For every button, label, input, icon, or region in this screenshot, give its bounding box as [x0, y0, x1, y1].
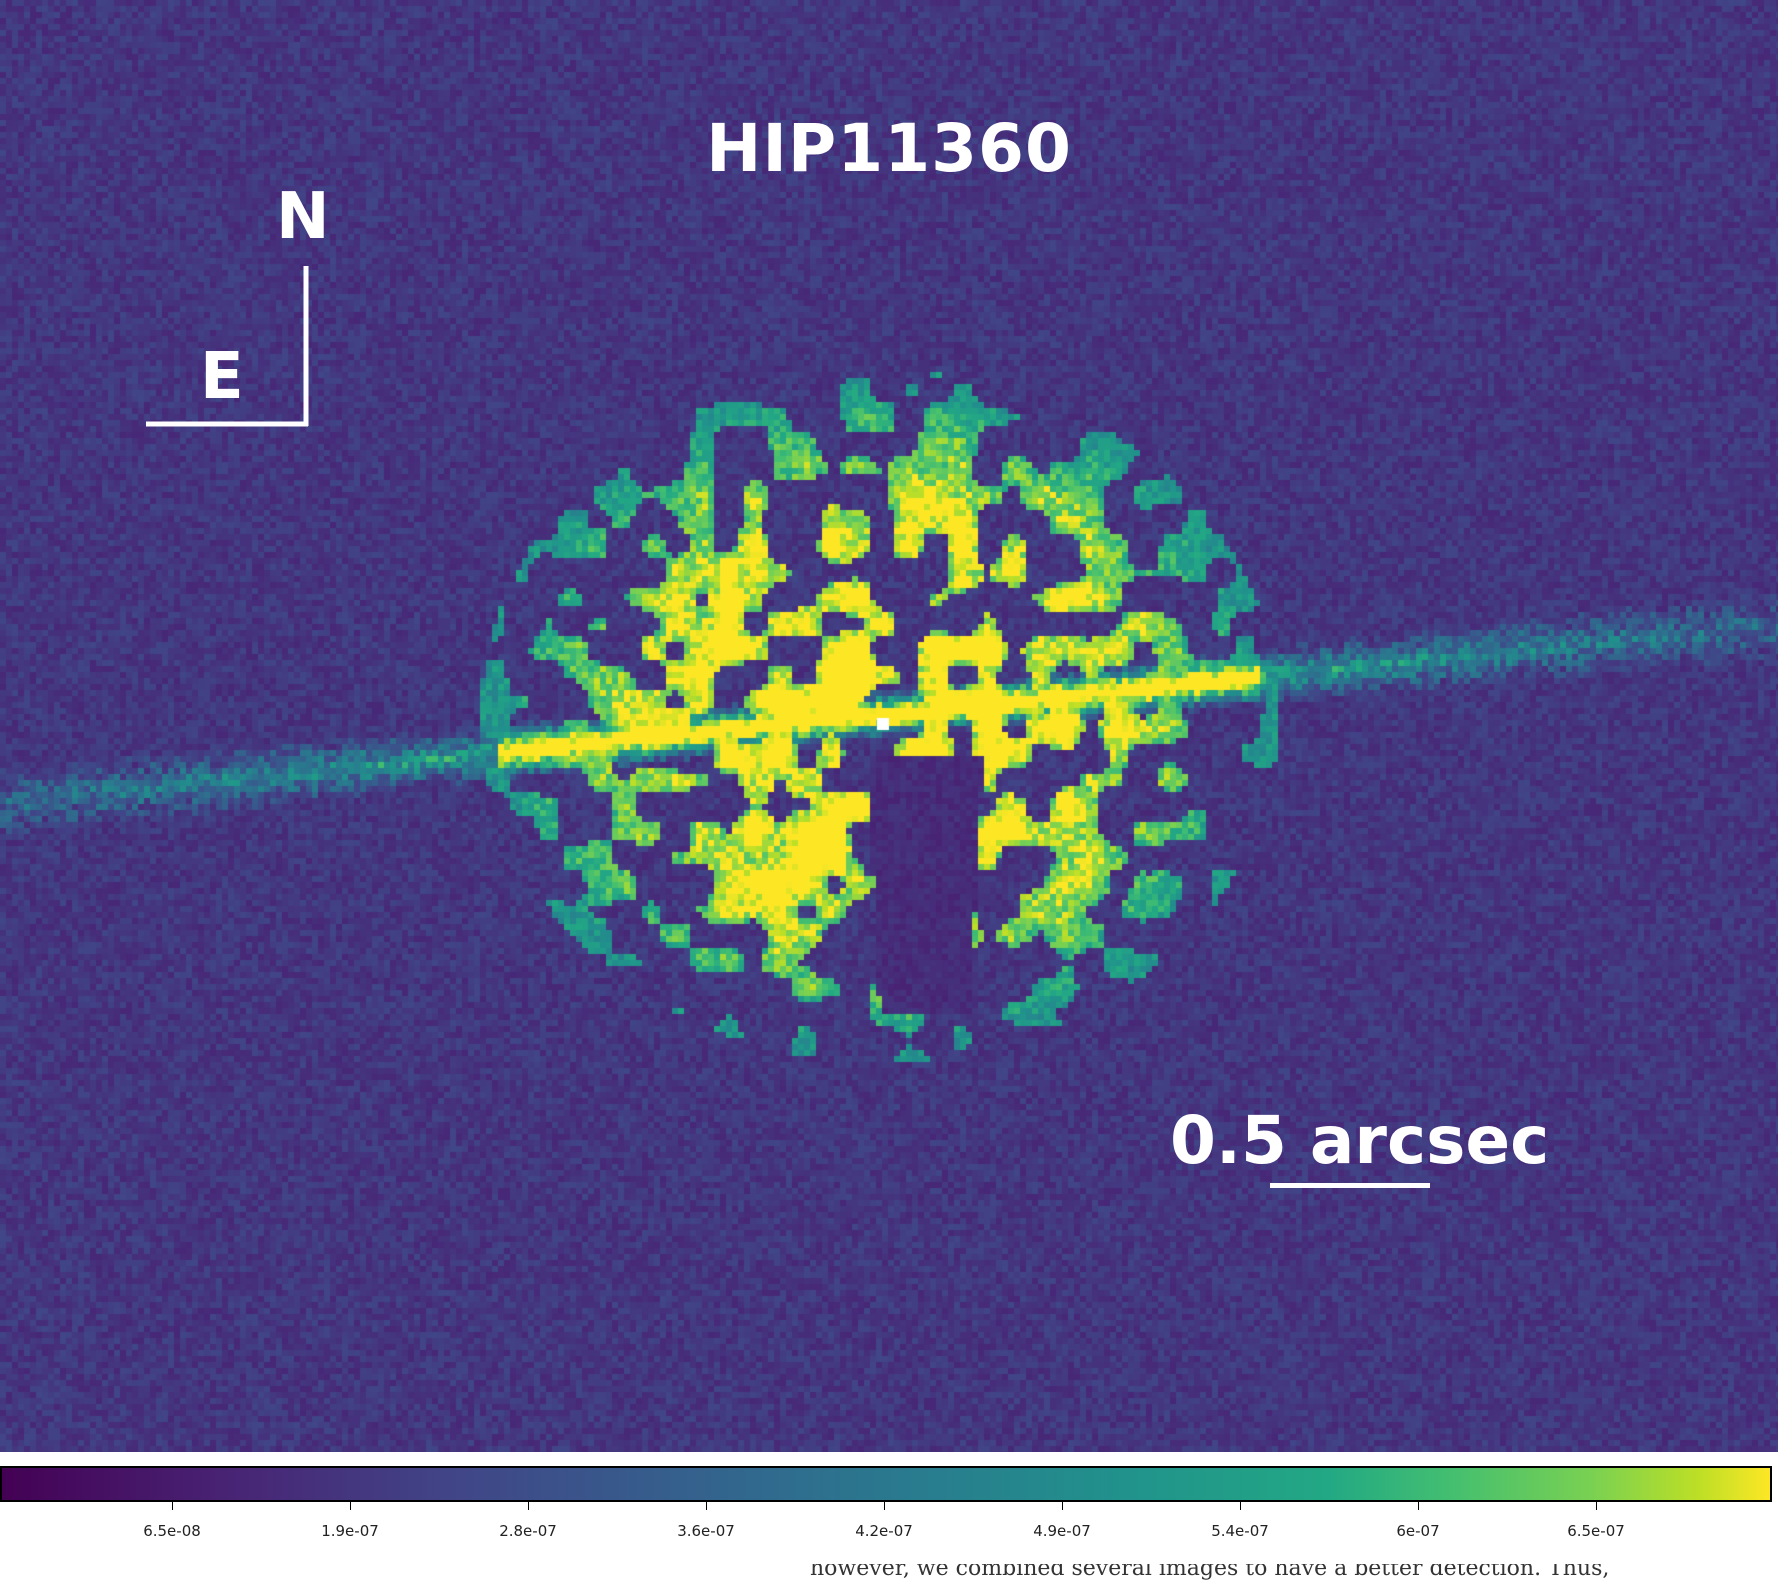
target-title: HIP11360	[706, 110, 1072, 187]
colorbar-tick-label: 1.9e-07	[321, 1522, 379, 1540]
north-label: N	[276, 180, 330, 254]
colorbar-tick-label: 6.5e-08	[143, 1522, 201, 1540]
colorbar-gradient	[2, 1468, 1770, 1500]
colorbar-tick	[350, 1502, 351, 1510]
colorbar-tick	[528, 1502, 529, 1510]
compass-icon	[146, 266, 309, 427]
colorbar-tick	[1240, 1502, 1241, 1510]
disk-image-panel: HIP11360 N E 0.5 arcsec	[0, 0, 1778, 1458]
colorbar	[0, 1466, 1772, 1502]
colorbar-tick-label: 5.4e-07	[1211, 1522, 1269, 1540]
east-label: E	[200, 340, 244, 414]
colorbar-axis: 6.5e-08 1.9e-07 2.8e-07 3.6e-07 4.2e-07 …	[0, 1502, 1778, 1562]
colorbar-tick	[884, 1502, 885, 1510]
colorbar-tick	[172, 1502, 173, 1510]
colorbar-tick	[1596, 1502, 1597, 1510]
colorbar-tick-label: 6.5e-07	[1567, 1522, 1625, 1540]
colorbar-tick	[1062, 1502, 1063, 1510]
colorbar-tick	[1418, 1502, 1419, 1510]
colorbar-tick-label: 4.9e-07	[1033, 1522, 1091, 1540]
debris-disk-image	[0, 0, 1778, 1458]
scale-bar	[1270, 1183, 1430, 1188]
colorbar-tick-label: 4.2e-07	[855, 1522, 913, 1540]
scale-bar-label: 0.5 arcsec	[1170, 1102, 1550, 1179]
colorbar-tick	[706, 1502, 707, 1510]
colorbar-tick-label: 2.8e-07	[499, 1522, 557, 1540]
colorbar-tick-label: 3.6e-07	[677, 1522, 735, 1540]
colorbar-tick-label: 6e-07	[1396, 1522, 1440, 1540]
divider	[0, 1452, 1778, 1460]
